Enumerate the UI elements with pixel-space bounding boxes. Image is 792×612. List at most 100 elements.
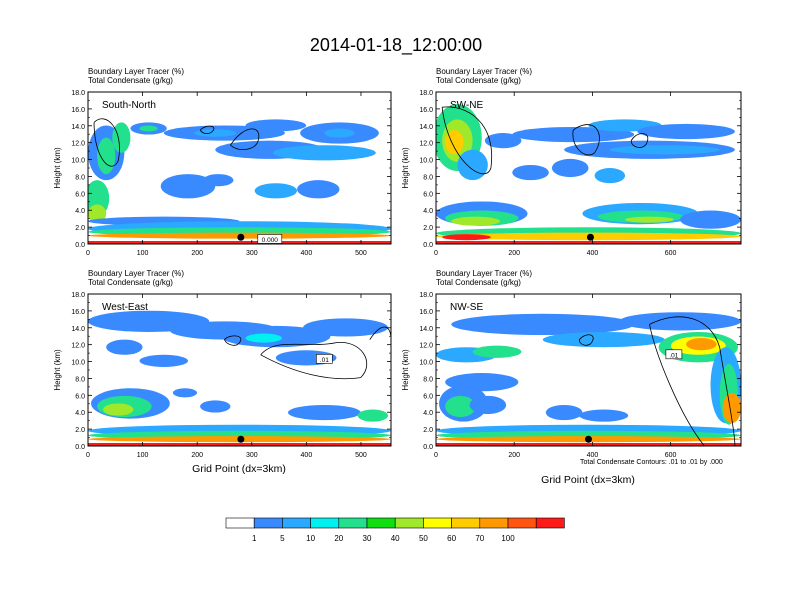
y-tick-label: 16.0 [419,309,433,316]
tracer-blob [451,313,635,336]
condensate-contour [579,335,593,346]
colorbar-label: 100 [501,534,515,543]
y-tick-label: 14.0 [419,124,433,131]
y-tick-label: 18.0 [419,292,433,299]
y-axis-label: Height (km) [401,147,410,189]
x-tick-label: 0 [434,250,438,257]
location-marker [237,233,245,241]
tracer-blob [172,388,198,398]
x-axis-label-left: Grid Point (dx=3km) [192,463,286,475]
colorbar-cell [225,517,255,529]
x-tick-label: 400 [301,452,313,459]
tracer-blob [112,122,131,153]
tracer-blob [442,234,491,241]
y-tick-label: 8.0 [75,376,85,383]
condensate-contour [650,317,735,446]
tracer-blob [609,145,720,155]
panel-label: West-East [102,302,148,313]
colorbar-cell [310,517,340,529]
y-tick-label: 10.0 [71,360,85,367]
tracer-field [88,311,391,446]
colorbar-label: 70 [475,534,484,543]
y-tick-label: 14.0 [71,326,85,333]
colorbar-label: 5 [280,534,285,543]
colorbar-label: 60 [447,534,456,543]
colorbar-cell [451,517,481,529]
y-tick-label: 8.0 [423,376,433,383]
y-tick-label: 8.0 [423,174,433,181]
panel-1: Boundary Layer Tracer (%)Total Condensat… [53,67,392,257]
panel-subtitle-condensate: Total Condensate (g/kg) [436,278,521,287]
tracer-blob [512,164,549,181]
y-tick-label: 2.0 [75,427,85,434]
colorbar-cell [366,517,396,529]
tracer-blob [287,404,361,421]
y-tick-label: 18.0 [419,90,433,97]
y-axis-label: Height (km) [53,147,62,189]
tracer-blob [551,158,589,178]
y-tick-label: 2.0 [423,225,433,232]
colorbar-label: 50 [419,534,428,543]
x-tick-label: 200 [191,452,203,459]
tracer-blob [245,333,282,343]
panel-2: Boundary Layer Tracer (%)Total Condensat… [401,67,742,257]
y-tick-label: 10.0 [419,360,433,367]
tracer-blob [451,216,501,226]
location-marker [585,435,592,443]
y-tick-label: 8.0 [75,174,85,181]
contour-note: Total Condensate Contours: .01 to .01 by… [580,459,723,466]
y-tick-label: 16.0 [419,107,433,114]
x-tick-label: 0 [86,250,90,257]
y-axis-label: Height (km) [53,349,62,391]
contour-group [94,119,259,166]
panel-subtitle-tracer: Boundary Layer Tracer (%) [436,67,532,76]
y-tick-label: 0.0 [423,444,433,451]
panel-label: SW-NE [450,100,483,111]
location-marker [237,435,245,443]
y-tick-label: 0.0 [75,242,85,249]
condensate-contour [200,126,214,134]
y-tick-label: 12.0 [71,141,85,148]
panel-subtitle-tracer: Boundary Layer Tracer (%) [88,269,184,278]
panel-subtitle-tracer: Boundary Layer Tracer (%) [88,67,184,76]
tracer-blob [472,345,522,358]
condensate-contour [94,119,119,166]
tracer-blob [139,354,188,367]
colorbar-label: 30 [363,534,372,543]
surface-strip [88,241,391,244]
surface-strip [88,443,391,446]
tracer-blob [297,180,340,199]
y-tick-label: 12.0 [419,343,433,350]
y-tick-label: 2.0 [75,225,85,232]
colorbar-label: 20 [334,534,343,543]
tracer-blob [637,123,735,140]
x-tick-label: 500 [355,250,367,257]
tracer-blob [303,318,388,337]
tracer-blob [445,395,476,418]
y-tick-label: 18.0 [71,292,85,299]
x-axis-label-right: Grid Point (dx=3km) [541,474,635,486]
panels: Boundary Layer Tracer (%) Total Condensat… [53,67,742,459]
x-tick-label: 100 [137,250,149,257]
tracer-blob [139,125,158,132]
y-tick-label: 12.0 [71,343,85,350]
colorbar-cell [338,517,368,529]
tracer-blob [103,403,134,416]
tracer-blob [254,183,298,199]
x-tick-label: 300 [246,250,258,257]
x-tick-label: 600 [665,452,677,459]
y-tick-label: 10.0 [71,158,85,165]
x-tick-label: 500 [355,452,367,459]
x-tick-label: 300 [246,452,258,459]
colorbar: 1 5 10 20 30 40 50 60 70 100 [225,517,565,543]
x-tick-label: 200 [191,250,203,257]
panel-3: Boundary Layer Tracer (%)Total Condensat… [53,269,392,459]
y-tick-label: 4.0 [423,208,433,215]
colorbar-label: 40 [391,534,400,543]
x-tick-label: 200 [508,452,520,459]
tracer-field [436,104,741,244]
x-tick-label: 400 [587,250,599,257]
y-tick-label: 18.0 [71,90,85,97]
y-tick-label: 0.0 [75,444,85,451]
colorbar-label: 10 [306,534,315,543]
